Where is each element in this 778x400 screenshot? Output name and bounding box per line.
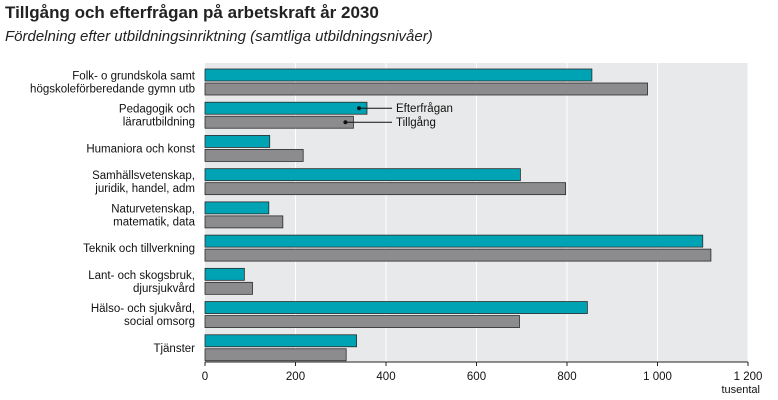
category-label: lärarutbildning	[123, 117, 195, 129]
annotation-efterfragan: Efterfrågan	[396, 103, 453, 115]
category-label: matematik, data	[113, 216, 195, 228]
bar-tillgang	[204, 248, 712, 262]
x-tick-label: 800	[557, 371, 576, 383]
bar-tillgang	[204, 82, 648, 96]
bar-efterfragan	[204, 301, 588, 314]
category-label: social omsorg	[124, 316, 195, 328]
x-tick-label: 400	[376, 371, 395, 383]
x-tick-label: 0	[202, 371, 208, 383]
bar-efterfragan	[204, 101, 368, 115]
x-axis-ticks: 0 200 400 600 800 1 000 1 200	[202, 362, 763, 383]
category-label: Naturvetenskap,	[111, 203, 195, 215]
category-labels: Folk- o grundskola samthögskoleförbereda…	[30, 71, 196, 355]
category-label: Folk- o grundskola samt	[72, 71, 196, 83]
bar-tillgang	[204, 149, 304, 162]
bars	[204, 68, 712, 362]
x-tick-label: 1 000	[643, 371, 672, 383]
bar-efterfragan	[204, 168, 521, 182]
category-label: Lant- och skogsbruk,	[88, 270, 195, 282]
bar-tillgang	[204, 182, 567, 196]
annotation-tillgang: Tillgång	[396, 117, 436, 129]
chart-title: Tillgång och efterfrågan på arbetskraft …	[5, 3, 379, 22]
category-label: juridik, handel, adm	[94, 183, 195, 195]
category-label: Teknik och tillverkning	[83, 243, 195, 255]
category-label: Hälso- och sjukvård,	[91, 303, 195, 315]
category-label: Humaniora och konst	[86, 143, 195, 155]
category-label: högskoleförberedande gymn utb	[30, 84, 195, 96]
bar-efterfragan	[204, 267, 245, 281]
bar-tillgang	[204, 315, 520, 328]
bar-efterfragan	[204, 201, 270, 215]
bar-efterfragan	[204, 234, 704, 248]
series-annotations: Efterfrågan Tillgång	[343, 103, 453, 129]
category-label: djursjukvård	[133, 283, 195, 295]
bar-efterfragan	[204, 334, 357, 348]
x-tick-label: 600	[467, 371, 486, 383]
x-tick-label: 1 200	[734, 371, 763, 383]
category-label: Pedagogik och	[119, 104, 195, 116]
bar-tillgang	[204, 215, 284, 229]
bar-tillgang	[204, 281, 253, 295]
bar-efterfragan	[204, 68, 593, 82]
bar-efterfragan	[204, 135, 271, 148]
category-label: Tjänster	[153, 343, 195, 355]
bar-tillgang	[204, 348, 347, 362]
x-axis-unit-label: tusental	[721, 384, 760, 396]
x-tick-label: 200	[286, 371, 305, 383]
category-label: Samhällsvetenskap,	[92, 170, 195, 182]
chart-subtitle: Fördelning efter utbildningsinriktning (…	[5, 28, 433, 45]
bar-tillgang	[204, 115, 354, 129]
